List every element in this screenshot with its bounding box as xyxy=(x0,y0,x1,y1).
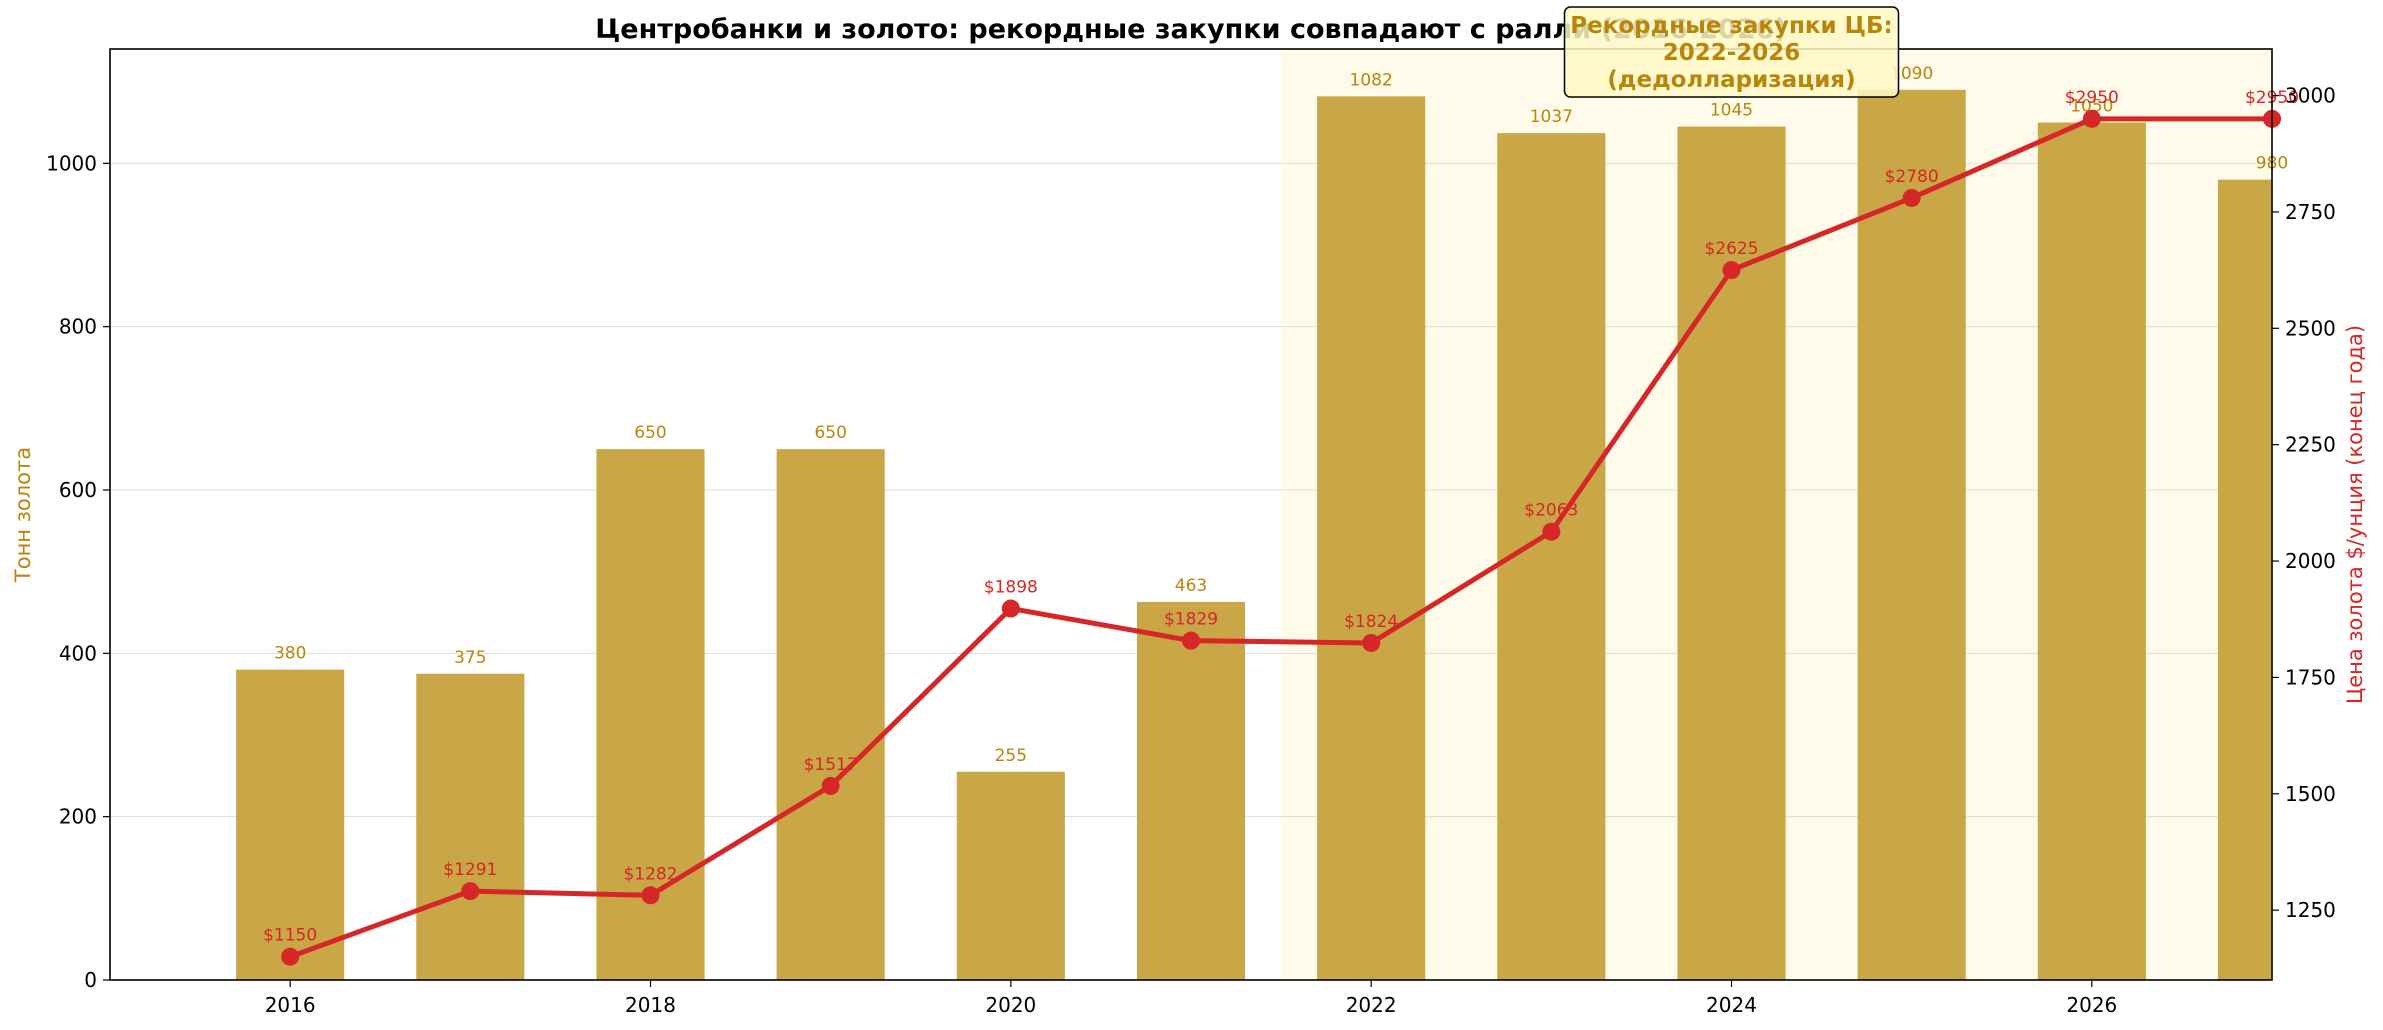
price-value-label: $2950 xyxy=(2065,88,2119,108)
y-tick-label-left: 600 xyxy=(59,478,97,502)
bar xyxy=(236,669,345,980)
y-tick-label-right: 2500 xyxy=(2285,316,2336,340)
y-tick-label-right: 1750 xyxy=(2285,665,2336,689)
plot-frame xyxy=(109,48,2273,981)
price-value-label: $1291 xyxy=(443,860,497,880)
bar xyxy=(1136,601,1246,980)
bar xyxy=(1317,96,1426,980)
price-point xyxy=(1542,522,1561,541)
bar xyxy=(776,449,885,981)
bar-value-label: 650 xyxy=(634,423,666,443)
annotation-line: (дедолларизация) xyxy=(1607,67,1855,93)
price-point xyxy=(641,886,660,905)
y-tick-label-left: 0 xyxy=(84,968,97,992)
price-point xyxy=(1001,599,1020,618)
price-point xyxy=(461,882,480,901)
x-tick-label: 2022 xyxy=(1346,993,1397,1017)
price-value-label: $2063 xyxy=(1524,501,1578,521)
price-point xyxy=(1182,631,1200,650)
x-tick-label: 2020 xyxy=(985,993,1036,1017)
bar-value-label: 650 xyxy=(814,423,846,443)
annotation: Рекордные закупки ЦБ:2022-2026(дедоллари… xyxy=(1563,6,1900,98)
price-point xyxy=(1902,188,1921,207)
bar-value-label: 1037 xyxy=(1530,107,1573,127)
bar xyxy=(956,771,1065,980)
y-tick-label-right: 1500 xyxy=(2285,782,2336,806)
price-value-label: $1824 xyxy=(1344,612,1398,632)
bar-value-label: 1082 xyxy=(1350,70,1393,90)
y-tick-label-left: 1000 xyxy=(46,151,97,175)
y-tick-label-right: 2750 xyxy=(2285,200,2336,224)
x-tick-label: 2018 xyxy=(625,993,676,1017)
price-point xyxy=(1722,261,1741,280)
y-tick-label-left: 800 xyxy=(59,315,97,339)
x-tick-label: 2024 xyxy=(1706,993,1757,1017)
price-value-label: $2625 xyxy=(1704,239,1758,259)
y-tick-label-right: 3000 xyxy=(2285,84,2336,108)
bar-value-label: 463 xyxy=(1175,576,1207,596)
bar-value-label: 1090 xyxy=(1890,64,1933,84)
price-value-label: $1282 xyxy=(623,864,677,884)
annotation-line: 2022-2026 xyxy=(1663,40,1801,66)
price-value-label: $2780 xyxy=(1885,167,1939,187)
y-tick-label-left: 400 xyxy=(59,641,97,665)
y-axis-label-left: Тонн золота xyxy=(11,447,35,583)
bar-value-label: 1050 xyxy=(2070,97,2113,117)
annotation-line: Рекордные закупки ЦБ: xyxy=(1570,13,1892,39)
price-point xyxy=(281,947,300,966)
bar xyxy=(1857,89,1966,981)
y-axis-label-right: Цена золота $/унция (конец года) xyxy=(2343,325,2367,704)
y-tick-label-left: 200 xyxy=(59,805,97,829)
price-value-label: $1829 xyxy=(1164,610,1218,630)
x-tick-label: 2026 xyxy=(2066,993,2117,1017)
annotation-box xyxy=(1563,6,1900,98)
price-point xyxy=(1362,633,1381,652)
bar-value-label: 1045 xyxy=(1710,101,1753,121)
y-tick-label-right: 1250 xyxy=(2285,898,2336,922)
price-value-label: $1898 xyxy=(984,578,1038,598)
bar-value-label: 380 xyxy=(274,644,306,664)
x-tick-label: 2016 xyxy=(265,993,316,1017)
bar xyxy=(2217,179,2272,980)
y-tick-label-right: 2000 xyxy=(2285,549,2336,573)
bar xyxy=(2037,122,2146,980)
y-tick-label-right: 2250 xyxy=(2285,433,2336,457)
bar xyxy=(416,673,525,980)
price-value-label: $1150 xyxy=(263,926,317,946)
bar-value-label: 255 xyxy=(995,746,1027,766)
bar-value-label: 375 xyxy=(454,648,486,668)
price-point xyxy=(821,776,840,795)
price-value-label: $1517 xyxy=(804,755,858,775)
price-line xyxy=(289,116,2272,960)
price-point xyxy=(2082,109,2101,128)
